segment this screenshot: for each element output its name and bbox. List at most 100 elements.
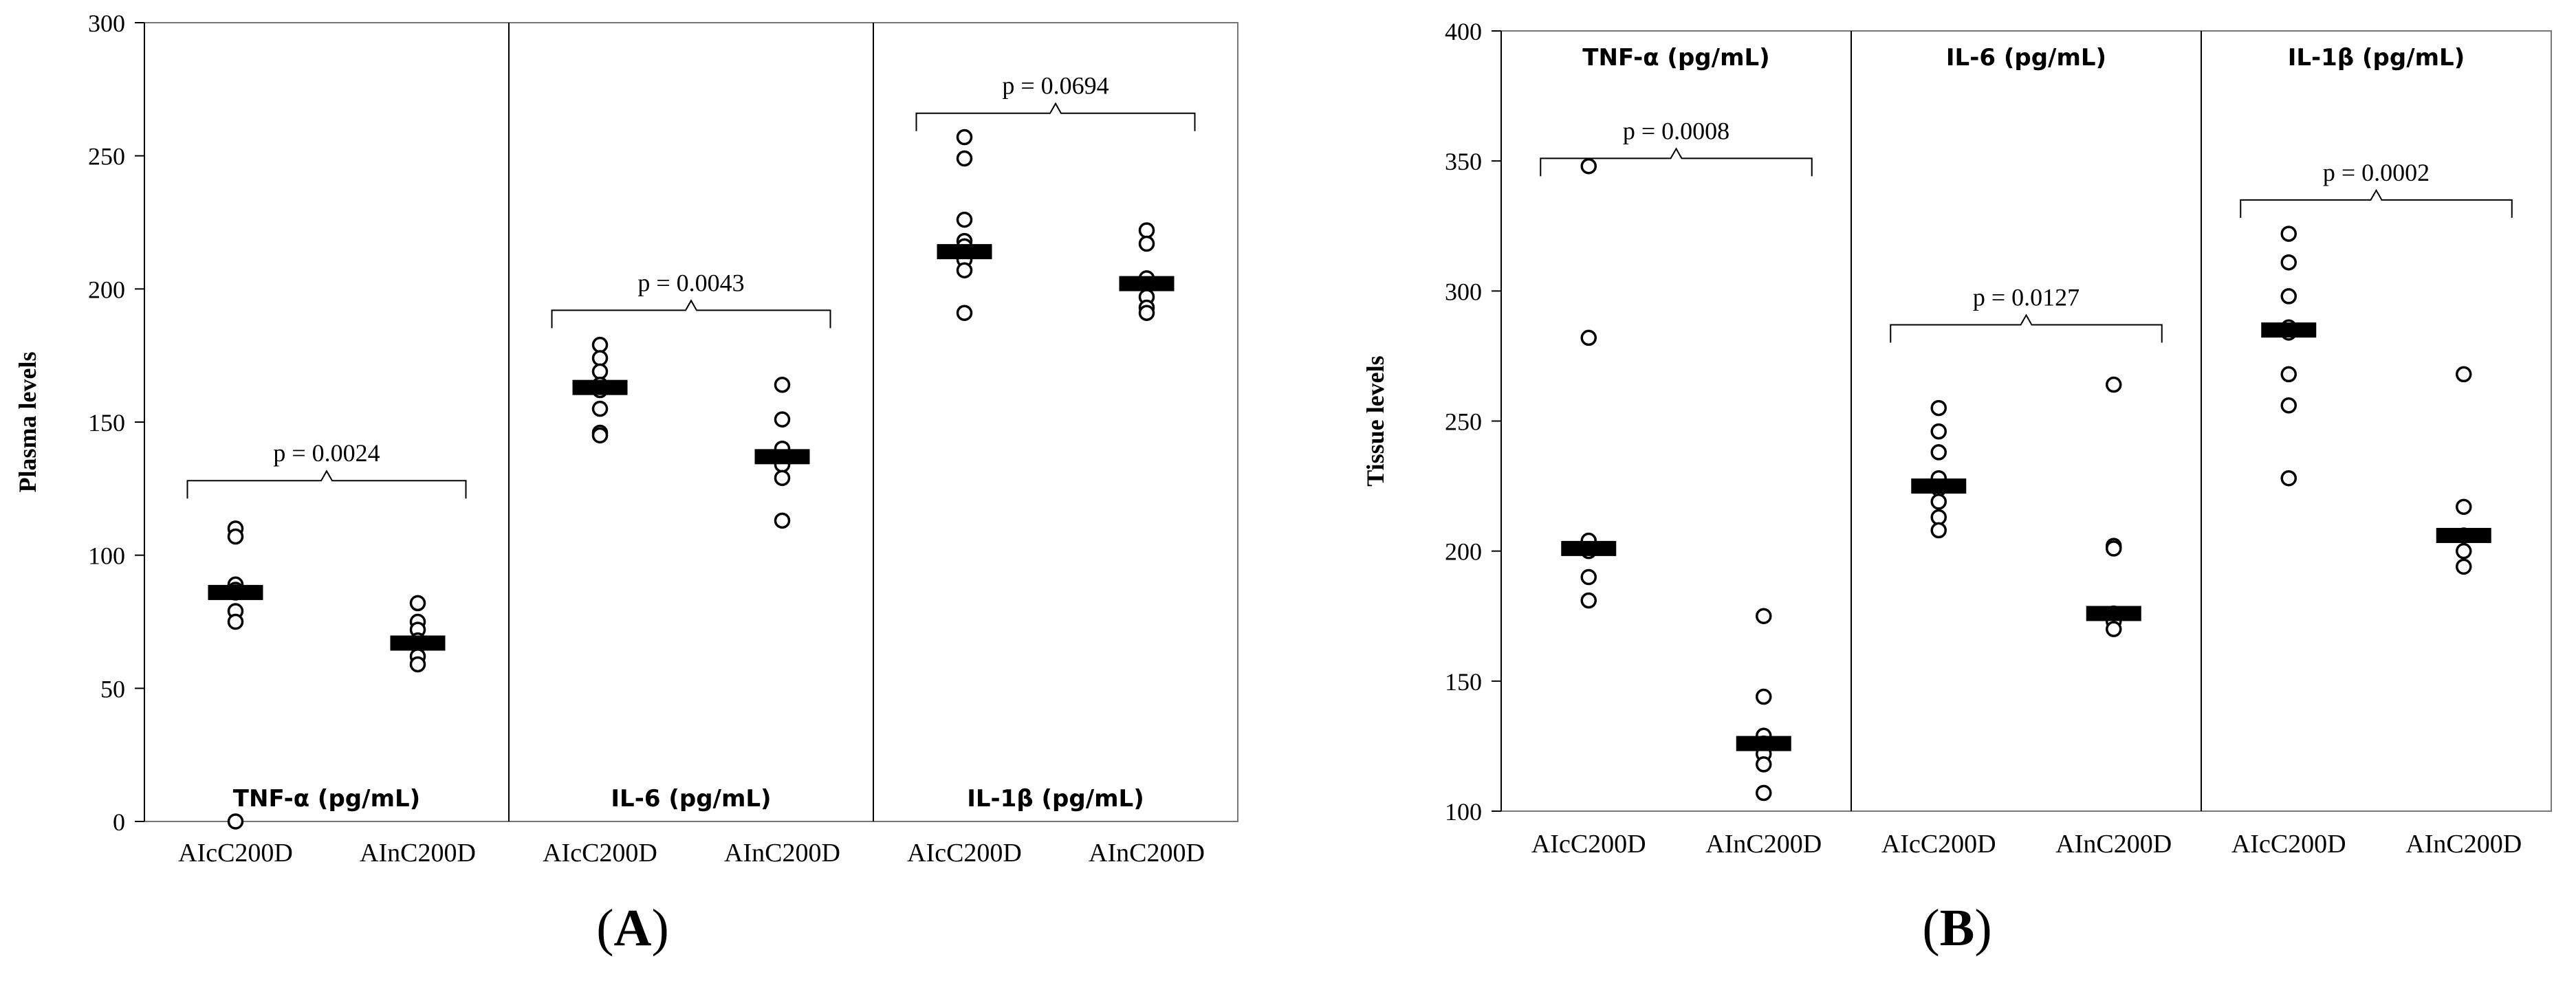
panel-b-y-tick-label: 250 (1445, 408, 1482, 436)
panel-a-mean-bar (390, 635, 446, 651)
panel-a-data-point (1138, 235, 1155, 252)
panel-a-data-point (956, 150, 973, 167)
panel-b-data-point (2456, 498, 2472, 516)
panel-a-x-tick-label: AIcC200D (543, 839, 657, 868)
panel-b-section-label: IL-1β (pg/mL) (2288, 44, 2465, 71)
panel-b-data-point (1930, 522, 1947, 539)
panel-a-y-tick-label: 0 (113, 808, 125, 836)
panel-a-data-point (591, 336, 609, 353)
panel-b-data-point (2280, 366, 2297, 383)
panel-a-data-point (774, 470, 791, 487)
panel-a-data-point (774, 377, 791, 393)
panel-a-data-point (774, 512, 791, 529)
panel-b-x-tick-label: AInC200D (2055, 830, 2172, 859)
panel-a-mean-bar (937, 244, 992, 260)
panel-a-data-point (591, 350, 609, 366)
panel-b-data-point (1930, 423, 1947, 440)
panel-a-mean-bar (208, 584, 263, 600)
panel-b-x-tick-label: AInC200D (2405, 830, 2522, 859)
panel-b-y-tick-label: 100 (1445, 798, 1482, 826)
panel-a-section-label: TNF-α (pg/mL) (233, 785, 420, 813)
panel-b-mean-bar (1736, 736, 1791, 751)
panel-b-data-point (1580, 329, 1597, 346)
panel-b-y-axis-title: Tissue levels (1362, 355, 1389, 486)
panel-b-data-point (1580, 568, 1597, 586)
panel-b-data-point (1756, 688, 1772, 705)
panel-b-data-point (2280, 397, 2297, 414)
panel-b-data-point (1756, 756, 1772, 773)
panel-b-data-point (2280, 288, 2297, 305)
panel-a-panel-label: (A) (596, 899, 669, 957)
panel-a-p-value: p = 0.0694 (1002, 72, 1109, 100)
panel-a-data-point (227, 528, 244, 545)
panel-a-data-point (227, 813, 244, 830)
panel-a-plot: 0 50 100 150 200 250 300 Plasma levels AIcC200D A… (14, 10, 1238, 957)
panel-b-x-tick-label: AIcC200D (1531, 830, 1646, 859)
panel-a-y-tick-label: 250 (88, 143, 125, 170)
panel-a-p-value: p = 0.0024 (273, 439, 380, 467)
panel-a-x-tick-label: AInC200D (724, 839, 840, 868)
panel-b-section-label: IL-6 (pg/mL) (1946, 44, 2106, 71)
panel-a-section-label: IL-1β (pg/mL) (967, 785, 1144, 813)
panel-b-y-tick-label: 350 (1445, 148, 1482, 175)
panel-b-data-point (2106, 540, 2122, 557)
panel-b-mean-bar (2086, 606, 2141, 621)
panel-a-significance-bracket (186, 470, 467, 499)
panel-a-plot-frame (144, 22, 1238, 822)
panel-b-x-tick-label: AIcC200D (2231, 830, 2346, 859)
panel-a-significance-bracket (551, 299, 831, 329)
panel-a-section-label: IL-6 (pg/mL) (611, 785, 771, 813)
panel-a-mean-bar (572, 379, 628, 395)
panel-a-y-axis-title: Plasma levels (14, 352, 41, 493)
panel-a-y-tick-label: 150 (88, 409, 125, 437)
panel-b-plot-frame (1500, 30, 2552, 812)
panel-a-y-tick-label: 200 (88, 276, 125, 303)
panel-a-data-point (1138, 305, 1155, 321)
panel-a-x-tick-label: AInC200D (360, 839, 476, 868)
panel-a-data-point (956, 262, 973, 278)
panel-a-data-point (227, 613, 244, 630)
panel-b-significance-bracket (1890, 313, 2163, 343)
panel-b-p-value: p = 0.0127 (1973, 284, 2080, 311)
panel-b-data-point (1580, 592, 1597, 609)
panel-b-y-tick-label: 300 (1445, 278, 1482, 305)
panel-b-data-point (1580, 157, 1597, 175)
panel-b-data-point (2456, 558, 2472, 575)
panel-b-significance-bracket (2240, 188, 2513, 218)
panel-a-data-point (956, 305, 973, 321)
panel-a-data-point (591, 427, 609, 444)
panel-b-data-point (1930, 494, 1947, 510)
panel-b-y-tick-label: 150 (1445, 668, 1482, 696)
panel-a-data-point (409, 595, 426, 612)
panel-a-mean-bar (754, 449, 810, 465)
panel-b-data-point (2456, 542, 2472, 560)
panel-a-data-point (956, 211, 973, 228)
panel-a-x-tick-label: AIcC200D (178, 839, 293, 868)
panel-b-mean-bar (2261, 322, 2317, 338)
panel-b-y-tick-label: 200 (1445, 538, 1482, 566)
panel-b-data-point (1756, 608, 1772, 624)
panel-a-y-tick-label: 300 (88, 10, 125, 37)
panel-b-data-point (1930, 399, 1947, 417)
panel-b-section-label: TNF-α (pg/mL) (1582, 44, 1769, 71)
panel-a-data-point (409, 656, 426, 673)
panel-a-y-tick-label: 50 (100, 675, 125, 703)
panel-b-panel-label: (B) (1922, 899, 1991, 957)
panel-a-data-point (774, 411, 791, 428)
panel-b-data-point (2280, 470, 2297, 487)
panel-b-mean-bar (1911, 478, 1967, 494)
panel-b-p-value: p = 0.0002 (2323, 159, 2430, 186)
panel-b-p-value: p = 0.0008 (1623, 117, 1729, 144)
panel-a-mean-bar (1119, 276, 1175, 291)
panel-b-mean-bar (1561, 540, 1617, 556)
panel-a-data-point (1138, 222, 1155, 239)
panel-a-y-tick-label: 100 (88, 542, 125, 570)
panel-b-data-point (2280, 254, 2297, 271)
panel-a-data-point (591, 400, 609, 417)
panel-b-data-point (2106, 376, 2122, 393)
panel-b-mean-bar (2436, 527, 2491, 543)
panel-b-data-point (2106, 621, 2122, 637)
panel-b-data-point (1930, 509, 1947, 526)
panel-b-significance-bracket (1540, 147, 1813, 177)
